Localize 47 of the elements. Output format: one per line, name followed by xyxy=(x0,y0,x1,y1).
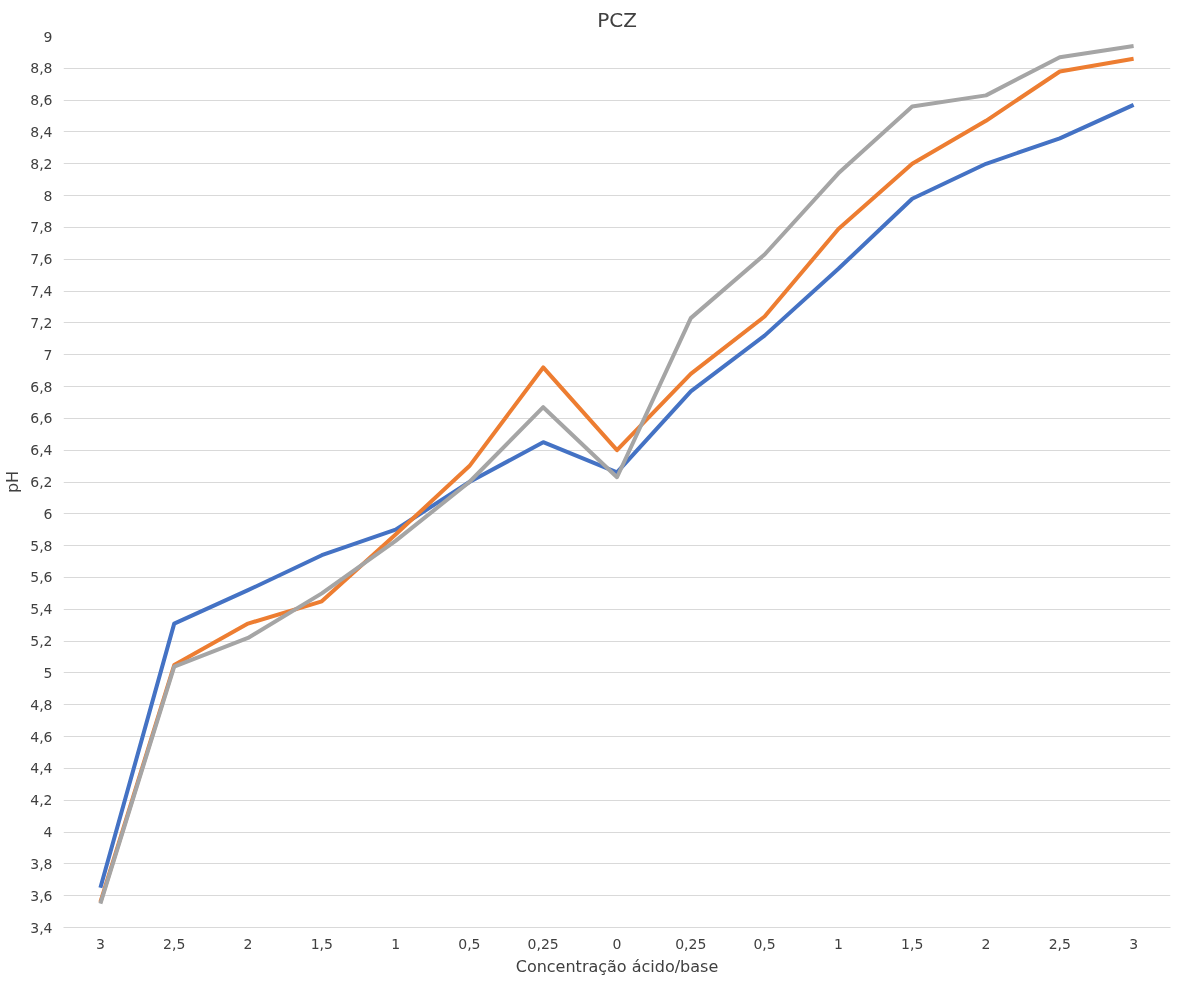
y-tick-label: 4,8 xyxy=(30,696,53,713)
y-tick-label: 7,2 xyxy=(30,314,53,331)
x-tick-label: 2 xyxy=(981,935,991,952)
y-tick-label: 7 xyxy=(43,346,53,363)
y-tick-label: 9 xyxy=(43,28,53,45)
y-tick-label: 8,6 xyxy=(30,92,53,109)
x-tick-label: 1,5 xyxy=(310,935,333,952)
y-tick-label: 3,8 xyxy=(30,855,53,872)
y-tick-label: 6 xyxy=(43,505,53,522)
y-tick-label: 7,4 xyxy=(30,283,53,300)
y-tick-label: 8 xyxy=(43,187,53,204)
y-tick-label: 8,2 xyxy=(30,155,53,172)
y-tick-label: 5,8 xyxy=(30,537,53,554)
x-tick-label: 2,5 xyxy=(1048,935,1071,952)
y-tick-label: 4 xyxy=(43,824,53,841)
y-tick-label: 4,2 xyxy=(30,792,53,809)
y-tick-label: 5 xyxy=(43,664,53,681)
y-axis-title: pH xyxy=(3,470,23,494)
x-axis-title: Concentração ácido/base xyxy=(515,956,719,976)
x-tick-label: 1 xyxy=(391,935,401,952)
x-tick-label: 0 xyxy=(612,935,622,952)
x-tick-label: 0,25 xyxy=(675,935,707,952)
y-tick-label: 4,6 xyxy=(30,728,53,745)
y-tick-label: 7,6 xyxy=(30,251,53,268)
x-tick-label: 3 xyxy=(1129,935,1139,952)
x-tick-label: 3 xyxy=(95,935,105,952)
y-tick-label: 7,8 xyxy=(30,219,53,236)
x-tick-label: 0,5 xyxy=(458,935,481,952)
y-tick-label: 3,6 xyxy=(30,887,53,904)
y-tick-label: 4,4 xyxy=(30,760,53,777)
y-tick-label: 6,8 xyxy=(30,378,53,395)
x-tick-label: 0,25 xyxy=(527,935,559,952)
chart-title: PCZ xyxy=(597,7,637,32)
x-tick-label: 1,5 xyxy=(901,935,924,952)
y-tick-label: 6,2 xyxy=(30,474,53,490)
y-tick-label: 6,4 xyxy=(30,442,53,459)
x-tick-label: 1 xyxy=(833,935,843,952)
y-tick-label: 8,4 xyxy=(30,123,53,140)
y-tick-label: 3,4 xyxy=(30,919,53,936)
x-tick-label: 2 xyxy=(243,935,253,952)
y-tick-label: 8,8 xyxy=(30,60,53,77)
x-tick-label: 2,5 xyxy=(163,935,186,952)
y-tick-label: 5,6 xyxy=(30,569,53,586)
y-tick-label: 5,2 xyxy=(30,633,53,650)
y-tick-label: 5,4 xyxy=(30,601,53,618)
x-tick-label: 0,5 xyxy=(753,935,776,952)
y-tick-label: 6,6 xyxy=(30,410,53,427)
